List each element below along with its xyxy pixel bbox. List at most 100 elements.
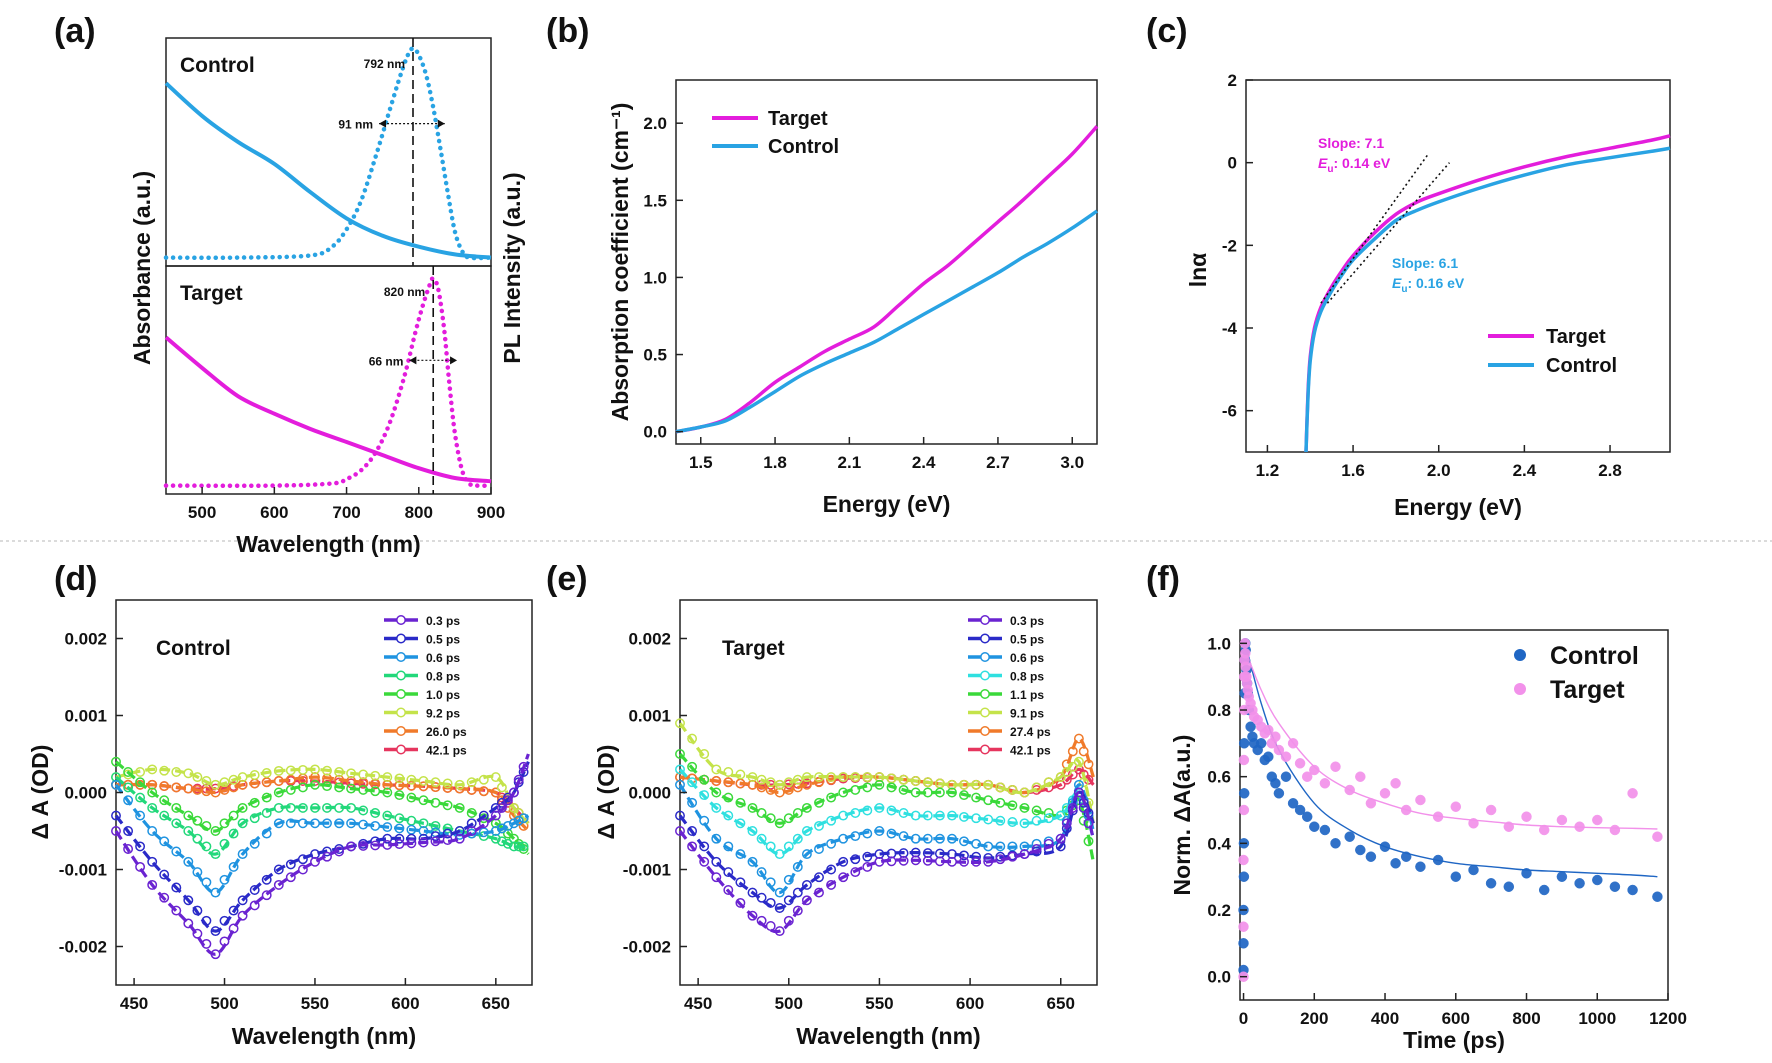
y-tick-label: 2 xyxy=(1228,71,1237,90)
series-marker xyxy=(135,861,146,872)
y-axis-title: Absorption coefficient (cm⁻¹) xyxy=(607,103,633,422)
series-marker xyxy=(201,938,212,949)
series-marker xyxy=(285,802,296,813)
series-marker xyxy=(135,792,146,803)
fwhm-label: 66 nm xyxy=(369,354,404,368)
y-tick-label: 0.002 xyxy=(64,630,107,649)
series-marker xyxy=(792,861,803,872)
series-marker xyxy=(219,915,230,926)
data-point xyxy=(1309,821,1320,832)
legend-marker xyxy=(396,744,406,755)
series-marker xyxy=(358,840,369,851)
series-marker xyxy=(123,767,134,777)
series-marker xyxy=(123,782,134,793)
series-marker xyxy=(219,874,230,885)
series-marker xyxy=(219,838,230,849)
data-point xyxy=(1301,811,1313,822)
x-tick-label: 400 xyxy=(1371,1009,1399,1028)
series-marker xyxy=(783,874,794,885)
series-marker xyxy=(826,815,837,826)
series-marker xyxy=(297,864,308,875)
series-line xyxy=(114,761,530,933)
subplot-frame xyxy=(165,265,492,495)
series-marker xyxy=(192,928,203,939)
series-marker xyxy=(322,802,332,813)
series-marker xyxy=(783,895,794,906)
series-marker xyxy=(747,802,758,813)
series-marker xyxy=(850,831,861,842)
series-marker xyxy=(1083,836,1094,847)
y-tick-label: 0.0 xyxy=(643,423,667,442)
series-marker xyxy=(261,768,272,778)
series-marker xyxy=(983,841,994,852)
series-marker xyxy=(711,776,722,786)
series-marker xyxy=(201,786,212,797)
series-marker xyxy=(273,776,284,786)
series-marker xyxy=(406,780,417,791)
fwhm-arrowhead-right xyxy=(450,356,458,365)
y-tick-label: 0.0 xyxy=(1207,968,1231,987)
x-tick-label: 450 xyxy=(120,994,148,1013)
legend-marker xyxy=(980,744,990,755)
series-marker xyxy=(922,855,933,866)
data-point xyxy=(1538,824,1550,836)
series-marker xyxy=(508,787,519,798)
data-point xyxy=(1287,798,1299,809)
series-marker xyxy=(801,849,812,860)
series-marker xyxy=(1019,818,1030,829)
series-marker xyxy=(513,841,524,852)
series-marker xyxy=(261,890,272,901)
series-marker xyxy=(747,887,758,898)
series-marker xyxy=(249,813,260,824)
x-tick-label: 2.7 xyxy=(986,453,1010,472)
series-marker xyxy=(496,823,507,834)
series-line xyxy=(1304,134,1671,453)
x-tick-label: 2.0 xyxy=(1427,461,1451,480)
series-marker xyxy=(1043,777,1054,788)
absorbance-line xyxy=(164,335,492,484)
series-marker xyxy=(898,831,909,842)
subplot-title: Target xyxy=(180,282,243,305)
series-marker xyxy=(159,810,170,821)
data-point xyxy=(1627,884,1638,896)
y-tick-label: 1.5 xyxy=(643,191,667,210)
x-tick-label: 1.5 xyxy=(689,453,713,472)
y-tick-label: 2.0 xyxy=(643,114,667,133)
y-tick-label: -0.002 xyxy=(59,938,107,957)
data-point xyxy=(1574,821,1585,832)
series-marker xyxy=(285,784,296,795)
series-marker xyxy=(192,833,203,844)
series-marker xyxy=(959,779,969,790)
legend-label: 42.1 ps xyxy=(1010,744,1051,758)
data-point xyxy=(1294,804,1306,816)
series-marker xyxy=(995,815,1006,826)
data-point xyxy=(1263,751,1274,762)
data-point xyxy=(1450,801,1462,812)
data-point xyxy=(1365,851,1377,862)
series-marker xyxy=(959,856,969,867)
series-marker xyxy=(723,885,734,895)
series-marker xyxy=(183,768,194,779)
series-marker xyxy=(261,874,272,885)
legend-label: 0.6 ps xyxy=(1010,651,1044,665)
series-marker xyxy=(159,795,170,806)
series-marker xyxy=(285,872,296,883)
series-marker xyxy=(192,905,203,916)
legend-label: 0.6 ps xyxy=(426,651,460,665)
x-tick-label: 800 xyxy=(1512,1009,1540,1028)
series-marker xyxy=(123,795,134,806)
data-point xyxy=(1592,814,1603,826)
series-marker xyxy=(934,787,945,798)
series-marker xyxy=(346,783,357,794)
data-point xyxy=(1273,788,1285,799)
series-marker xyxy=(147,856,158,867)
series-marker xyxy=(862,772,873,783)
y-tick-label: -0.001 xyxy=(59,861,107,880)
series-line xyxy=(675,209,1098,434)
data-point xyxy=(1627,788,1638,799)
x-tick-label: 2.1 xyxy=(838,453,862,472)
series-marker xyxy=(273,787,284,798)
series-marker xyxy=(1031,805,1042,816)
series-marker xyxy=(219,777,230,788)
series-marker xyxy=(478,818,489,829)
